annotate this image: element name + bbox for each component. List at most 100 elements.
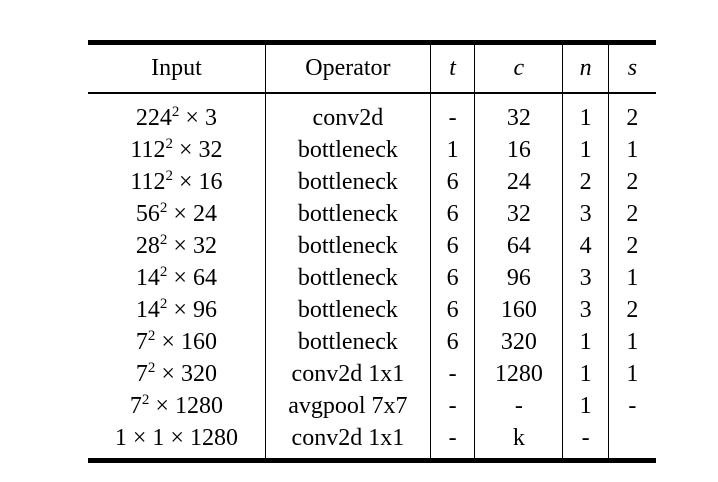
cell-operator: conv2d 1x1 <box>265 358 431 390</box>
cell-t: 6 <box>430 326 476 358</box>
cell-c: 96 <box>474 262 564 294</box>
cell-c: 16 <box>474 134 564 166</box>
header-row: Input Operator t c n s <box>88 45 656 92</box>
input-rest: × 64 <box>167 265 217 291</box>
cell-input: 72 × 320 <box>88 358 266 390</box>
input-exponent: 2 <box>165 136 173 152</box>
input-base: 14 <box>135 297 160 323</box>
table-row: 142 × 64 bottleneck 6 96 3 1 <box>88 262 656 294</box>
input-base: 28 <box>135 233 160 259</box>
input-rest: × 16 <box>172 169 223 195</box>
cell-s: - <box>628 393 637 419</box>
cell-operator: bottleneck <box>265 134 431 166</box>
cell-s: 1 <box>626 361 639 387</box>
cell-n: 1 <box>562 94 609 134</box>
cell-c: 32 <box>474 198 564 230</box>
cell-operator: bottleneck <box>265 230 431 262</box>
layer-table: Input Operator t c n s 2242 × 3 conv2d -32… <box>88 45 656 458</box>
input-exponent: 2 <box>159 296 168 312</box>
cell-s: 2 <box>626 201 639 227</box>
input-rest: × 320 <box>155 361 217 387</box>
cell-n: 2 <box>562 166 609 198</box>
cell-input: 72 × 1280 <box>88 390 266 422</box>
input-base: 224 <box>135 105 172 131</box>
input-exponent: 2 <box>141 392 150 408</box>
table-row: 1122 × 16 bottleneck 6 24 2 2 <box>88 166 656 198</box>
header-n: n <box>562 45 609 92</box>
cell-c: - <box>474 390 564 422</box>
cell-input: 1122 × 16 <box>88 166 266 198</box>
table-row: 72 × 160 bottleneck 6 320 1 1 <box>88 326 656 358</box>
cell-t: 6 <box>430 262 476 294</box>
cell-operator: bottleneck <box>265 166 431 198</box>
cell-operator: bottleneck <box>265 198 431 230</box>
input-rest: × 3 <box>179 105 217 131</box>
cell-n: 4 <box>562 230 609 262</box>
input-exponent: 2 <box>159 200 168 216</box>
header-s: s <box>627 55 638 81</box>
table-row: 562 × 24 bottleneck 6 32 3 2 <box>88 198 656 230</box>
input-base: 7 <box>129 393 142 419</box>
header-input: Input <box>88 45 266 92</box>
header-t: t <box>430 45 476 92</box>
input-exponent: 2 <box>171 104 180 120</box>
table-row: 72 × 320 conv2d 1x1-1280 1 1 <box>88 358 656 390</box>
cell-t: 6 <box>430 198 476 230</box>
cell-n: 1 <box>562 390 609 422</box>
cell-s: 2 <box>626 169 639 195</box>
cell-s: 1 <box>626 329 639 355</box>
cell-n: 1 <box>562 326 609 358</box>
cell-input: 2242 × 3 <box>88 94 266 134</box>
cell-t: 6 <box>430 230 476 262</box>
cell-t: 6 <box>430 294 476 326</box>
cell-operator: bottleneck <box>265 262 431 294</box>
cell-s: 2 <box>626 233 639 259</box>
table-row: 1 × 1 × 1280 conv2d 1x1- k - <box>88 422 656 458</box>
cell-s: 2 <box>626 297 639 323</box>
cell-n: - <box>562 422 609 458</box>
cell-n: 1 <box>562 358 609 390</box>
cell-c: 32 <box>474 94 564 134</box>
table-row: 72 × 1280 avgpool 7x7- -1- <box>88 390 656 422</box>
cell-input: 142 × 64 <box>88 262 266 294</box>
architecture-table: Input Operator t c n s 2242 × 3 conv2d -32… <box>88 40 656 463</box>
cell-n: 3 <box>562 294 609 326</box>
cell-s: 1 <box>626 137 639 163</box>
cell-s <box>608 422 656 458</box>
cell-t: - <box>430 358 476 390</box>
cell-t: - <box>430 422 476 458</box>
table-body: 2242 × 3 conv2d -32 1 2 1122 × 32 bottleneck 1 1… <box>88 92 656 458</box>
table-row: 142 × 96 bottleneck 6 160 3 2 <box>88 294 656 326</box>
cell-c: 160 <box>474 294 564 326</box>
input-base: 14 <box>135 265 160 291</box>
input-rest: × 32 <box>167 233 217 259</box>
cell-n: 3 <box>562 198 609 230</box>
top-rule <box>88 40 656 45</box>
cell-c: 1280 <box>474 358 564 390</box>
header-operator: Operator <box>265 45 431 92</box>
cell-input: 1122 × 32 <box>88 134 266 166</box>
cell-c: k <box>474 422 564 458</box>
input-rest: × 1280 <box>149 393 223 419</box>
cell-input: 562 × 24 <box>88 198 266 230</box>
input-exponent: 2 <box>147 328 156 344</box>
cell-input: 1 × 1 × 1280 <box>88 422 266 458</box>
input-rest: × 32 <box>172 137 223 163</box>
cell-s: 1 <box>626 265 639 291</box>
cell-input: 142 × 96 <box>88 294 266 326</box>
cell-operator: conv2d 1x1 <box>265 422 431 458</box>
input-rest: × 160 <box>155 329 217 355</box>
input-base: 112 <box>130 169 166 195</box>
header-c: c <box>474 45 564 92</box>
input-base: 1 × 1 × 1280 <box>114 425 238 451</box>
cell-c: 320 <box>474 326 564 358</box>
table-row: 2242 × 3 conv2d -32 1 2 <box>88 94 656 134</box>
cell-c: 24 <box>474 166 564 198</box>
input-exponent: 2 <box>159 264 168 280</box>
input-base: 7 <box>135 329 148 355</box>
input-rest: × 96 <box>167 297 217 323</box>
input-exponent: 2 <box>165 168 173 184</box>
cell-input: 72 × 160 <box>88 326 266 358</box>
cell-t: - <box>430 94 476 134</box>
cell-t: 1 <box>430 134 476 166</box>
